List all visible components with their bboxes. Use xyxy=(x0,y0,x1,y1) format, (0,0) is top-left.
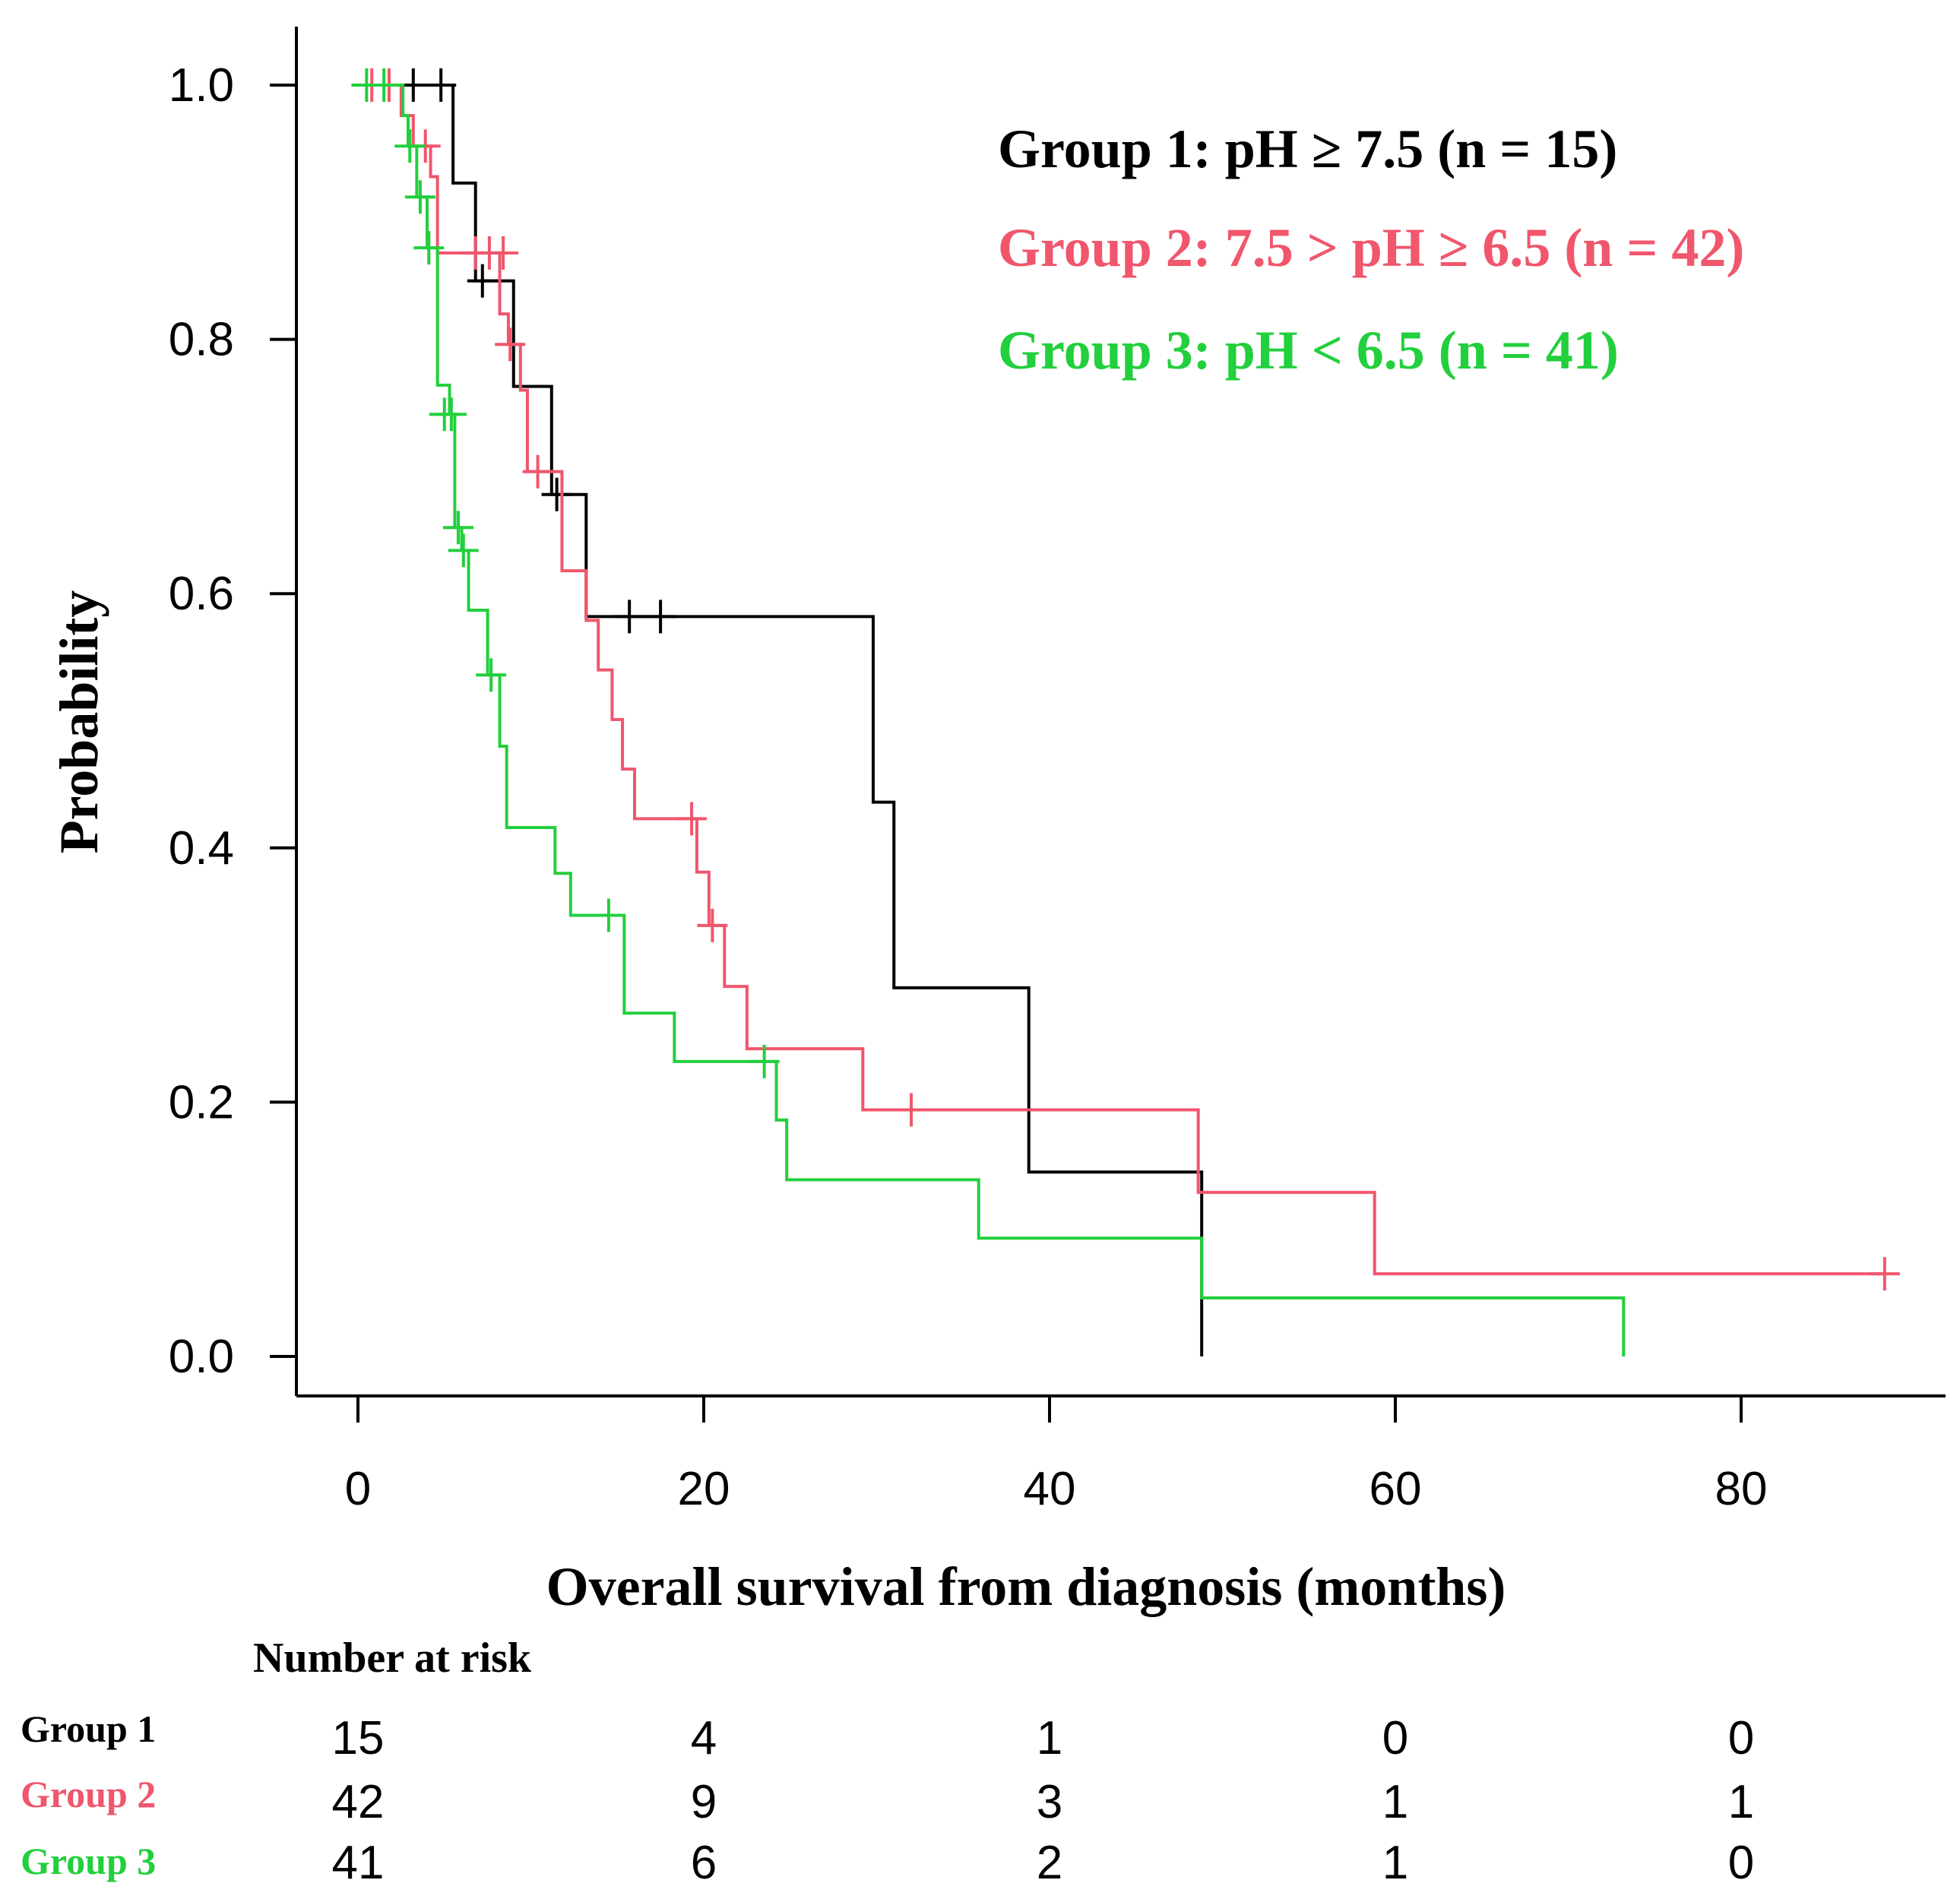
risk-value-group-1: 0 xyxy=(1728,1712,1754,1764)
series-group-3 xyxy=(351,68,1626,1356)
risk-row-label-group-3: Group 3 xyxy=(21,1840,156,1882)
risk-value-group-1: 1 xyxy=(1037,1712,1062,1764)
risk-value-group-2: 1 xyxy=(1728,1776,1754,1828)
risk-table-title: Number at risk xyxy=(253,1635,532,1682)
risk-value-group-3: 0 xyxy=(1728,1837,1754,1889)
y-tick-label: 0.6 xyxy=(169,568,234,620)
censor-mark xyxy=(413,231,445,265)
y-ticks: 0.0 0.2 0.4 0.6 0.8 1.0 xyxy=(169,59,296,1383)
censor-mark xyxy=(645,600,676,634)
censor-mark xyxy=(614,600,645,634)
x-tick-label: 60 xyxy=(1369,1463,1422,1515)
censor-mark xyxy=(522,454,553,489)
censor-mark xyxy=(467,264,498,298)
x-tick-label: 20 xyxy=(678,1463,730,1515)
x-tick-label: 40 xyxy=(1024,1463,1076,1515)
legend-entry-group-2: Group 2: 7.5 > pH ≥ 6.5 (n = 42) xyxy=(998,217,1744,278)
risk-value-group-2: 42 xyxy=(332,1776,385,1828)
risk-value-group-3: 6 xyxy=(691,1837,717,1889)
risk-values: 15 4 1 0 042 9 3 1 141 6 2 1 0 xyxy=(332,1712,1755,1889)
censor-mark xyxy=(394,129,426,163)
risk-value-group-3: 41 xyxy=(332,1837,385,1889)
risk-value-group-2: 9 xyxy=(691,1776,717,1828)
censor-mark xyxy=(495,328,526,362)
censor-mark xyxy=(697,908,728,942)
risk-value-group-1: 4 xyxy=(691,1712,717,1764)
risk-row-label-group-1: Group 1 xyxy=(21,1708,156,1750)
survival-curve-group-2 xyxy=(358,84,1885,1276)
censor-mark xyxy=(749,1044,780,1078)
x-axis-title: Overall survival from diagnosis (months) xyxy=(546,1556,1506,1617)
number-at-risk-table: Number at risk Group 1 Group 2 Group 3 1… xyxy=(21,1635,1754,1889)
censor-mark xyxy=(476,658,507,692)
risk-value-group-2: 1 xyxy=(1382,1776,1408,1828)
x-ticks: 0 20 40 60 80 xyxy=(345,1396,1768,1515)
axes xyxy=(295,27,1946,1397)
censor-mark xyxy=(488,236,519,270)
censor-mark xyxy=(369,68,400,102)
legend-entry-group-1: Group 1: pH ≥ 7.5 (n = 15) xyxy=(998,119,1617,179)
censor-mark xyxy=(593,898,624,932)
risk-value-group-1: 15 xyxy=(332,1712,385,1764)
risk-value-group-3: 1 xyxy=(1382,1837,1408,1889)
censor-mark xyxy=(426,68,457,102)
x-tick-label: 80 xyxy=(1715,1463,1768,1515)
y-tick-label: 0.2 xyxy=(169,1076,234,1128)
series-layer xyxy=(351,68,1900,1356)
survival-curve-group-1 xyxy=(369,84,1204,1356)
censor-mark xyxy=(1869,1257,1900,1291)
censor-mark xyxy=(442,511,473,545)
y-tick-label: 1.0 xyxy=(169,59,234,112)
risk-value-group-1: 0 xyxy=(1382,1712,1408,1764)
y-axis-title: Probability xyxy=(49,590,109,854)
series-group-2 xyxy=(356,68,1900,1291)
y-tick-label: 0.0 xyxy=(169,1331,234,1383)
risk-row-label-group-2: Group 2 xyxy=(21,1773,156,1815)
censor-mark xyxy=(896,1093,926,1127)
censor-mark xyxy=(541,477,572,511)
censor-mark xyxy=(676,802,708,836)
censor-mark xyxy=(435,397,467,432)
series-group-1 xyxy=(369,68,1204,1356)
legend: Group 1: pH ≥ 7.5 (n = 15) Group 2: 7.5 … xyxy=(998,119,1744,381)
legend-entry-group-3: Group 3: pH < 6.5 (n = 41) xyxy=(998,320,1619,381)
censor-mark xyxy=(448,533,479,568)
risk-value-group-2: 3 xyxy=(1037,1776,1062,1828)
y-tick-label: 0.4 xyxy=(169,822,234,875)
y-tick-label: 0.8 xyxy=(169,314,234,366)
censor-mark xyxy=(404,180,435,214)
risk-value-group-3: 2 xyxy=(1037,1837,1062,1889)
x-tick-label: 0 xyxy=(345,1463,371,1515)
